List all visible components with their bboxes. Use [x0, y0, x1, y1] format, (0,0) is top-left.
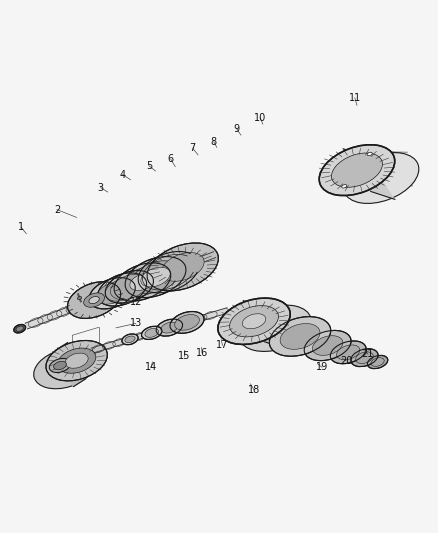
Text: 2: 2	[54, 205, 60, 215]
Ellipse shape	[343, 152, 419, 204]
Ellipse shape	[130, 273, 155, 290]
Ellipse shape	[53, 361, 67, 370]
Ellipse shape	[122, 334, 138, 345]
Text: 5: 5	[146, 161, 152, 171]
Ellipse shape	[351, 349, 378, 367]
Text: 12: 12	[130, 296, 142, 306]
Text: 6: 6	[168, 154, 174, 164]
Ellipse shape	[371, 358, 384, 366]
Ellipse shape	[14, 325, 25, 333]
Ellipse shape	[141, 326, 162, 340]
Ellipse shape	[57, 348, 96, 373]
Ellipse shape	[49, 359, 71, 373]
Text: 8: 8	[211, 136, 217, 147]
Text: 18: 18	[248, 385, 260, 395]
Ellipse shape	[131, 261, 180, 294]
Ellipse shape	[114, 263, 171, 301]
Text: 7: 7	[190, 143, 196, 154]
Text: 21: 21	[362, 349, 374, 359]
Ellipse shape	[105, 278, 139, 301]
Text: 9: 9	[233, 124, 240, 134]
Polygon shape	[25, 252, 215, 329]
Polygon shape	[91, 308, 229, 353]
Ellipse shape	[367, 356, 388, 369]
Text: 4: 4	[120, 169, 126, 180]
Text: 13: 13	[130, 318, 142, 328]
Ellipse shape	[65, 353, 88, 368]
Ellipse shape	[367, 152, 372, 156]
Ellipse shape	[89, 278, 135, 309]
Ellipse shape	[96, 282, 128, 304]
Text: 11: 11	[349, 93, 361, 103]
Ellipse shape	[156, 319, 183, 336]
Text: 16: 16	[196, 348, 208, 358]
Ellipse shape	[84, 293, 105, 307]
Polygon shape	[55, 343, 86, 386]
Ellipse shape	[120, 267, 165, 297]
Ellipse shape	[280, 324, 320, 349]
Text: 15: 15	[178, 351, 190, 361]
Ellipse shape	[34, 349, 95, 389]
Polygon shape	[381, 152, 413, 186]
Ellipse shape	[141, 267, 170, 287]
Ellipse shape	[342, 184, 347, 188]
Ellipse shape	[218, 298, 290, 344]
Ellipse shape	[332, 153, 382, 187]
Ellipse shape	[319, 145, 395, 196]
Ellipse shape	[269, 317, 331, 356]
Polygon shape	[343, 149, 395, 199]
Text: 3: 3	[98, 183, 104, 192]
Ellipse shape	[356, 352, 373, 364]
Text: 20: 20	[340, 356, 352, 366]
Polygon shape	[244, 301, 286, 349]
Ellipse shape	[105, 271, 153, 303]
Ellipse shape	[16, 326, 24, 332]
Ellipse shape	[330, 341, 366, 364]
Ellipse shape	[312, 336, 343, 356]
Ellipse shape	[175, 314, 199, 330]
Ellipse shape	[230, 305, 279, 337]
Ellipse shape	[147, 243, 219, 291]
Ellipse shape	[161, 322, 178, 333]
Ellipse shape	[110, 274, 148, 300]
Ellipse shape	[98, 273, 147, 306]
Text: 1: 1	[18, 222, 24, 232]
Text: 10: 10	[254, 112, 266, 123]
Ellipse shape	[336, 345, 360, 360]
Ellipse shape	[161, 253, 204, 281]
Ellipse shape	[145, 328, 159, 337]
Ellipse shape	[89, 296, 99, 304]
Ellipse shape	[239, 305, 311, 351]
Ellipse shape	[67, 282, 121, 318]
Ellipse shape	[125, 256, 186, 297]
Ellipse shape	[125, 336, 135, 343]
Text: 19: 19	[316, 362, 328, 372]
Text: 14: 14	[145, 362, 157, 372]
Ellipse shape	[304, 330, 351, 361]
Text: 17: 17	[216, 341, 229, 350]
Ellipse shape	[78, 296, 81, 300]
Ellipse shape	[242, 314, 266, 329]
Ellipse shape	[46, 341, 107, 381]
Ellipse shape	[170, 311, 204, 333]
